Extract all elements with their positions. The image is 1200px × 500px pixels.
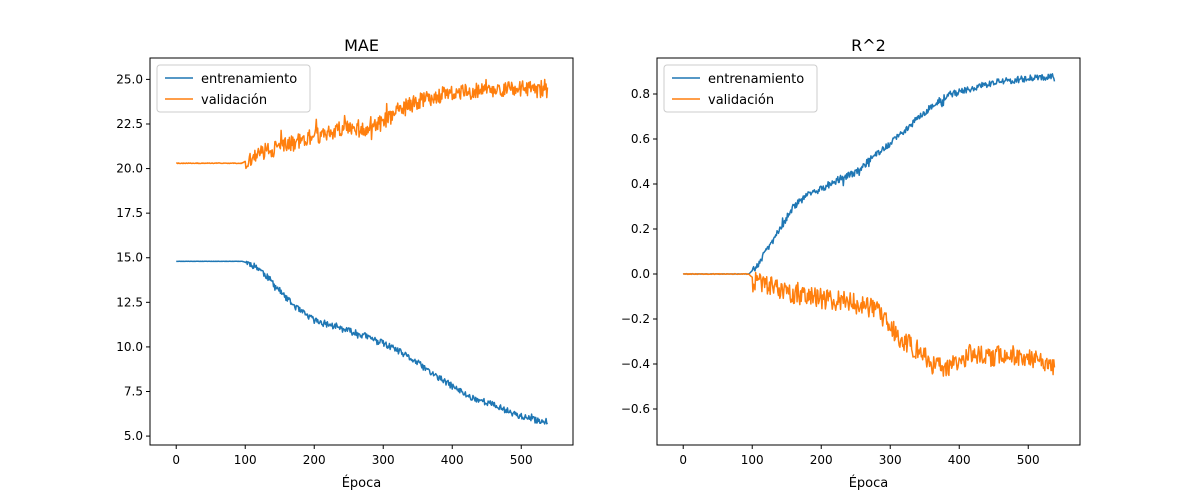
y-tick-label: 0.2 [631, 222, 650, 236]
chart-title: MAE [344, 36, 379, 55]
chart-2: R^2 0 100 200 300 400 500 −0.6 −0.4 −0.2 0.0 0.2 0.4… [621, 36, 1081, 491]
series-line-validacion [176, 78, 549, 170]
legend: entrenamiento validación [156, 64, 311, 113]
plot-frame [149, 57, 574, 446]
series-group [176, 78, 549, 425]
x-tick-label: 500 [1017, 453, 1040, 467]
x-tick-label: 100 [234, 453, 257, 467]
y-tick-label: 0.6 [631, 132, 650, 146]
x-tick-label: 400 [441, 453, 464, 467]
y-tick-label: 0.4 [631, 177, 650, 191]
x-tick-label: 100 [741, 453, 764, 467]
chart-1: MAE 0 100 200 300 400 500 5.0 7.5 10.0 12.5 15.0 17.… [116, 36, 574, 491]
x-tick-label: 200 [303, 453, 326, 467]
y-tick-label: 10.0 [116, 340, 143, 354]
plot-frame [656, 57, 1081, 446]
x-tick-label: 0 [172, 453, 180, 467]
x-axis-label: Época [849, 475, 889, 491]
legend-label: validación [708, 93, 774, 108]
legend-label: entrenamiento [708, 72, 804, 87]
y-tick-label: −0.6 [621, 402, 650, 416]
y-tick-label: 7.5 [124, 384, 143, 398]
x-tick-label: 500 [510, 453, 533, 467]
x-axis-label: Época [342, 475, 382, 491]
series-line-validacion [682, 271, 1056, 377]
y-tick-label: −0.4 [621, 357, 650, 371]
legend-box [663, 64, 818, 113]
y-tick-label: 0.0 [631, 267, 650, 281]
x-tick-label: 400 [948, 453, 971, 467]
y-tick-label: 15.0 [116, 251, 143, 265]
y-tick-label: 5.0 [124, 429, 143, 443]
x-tick-label: 300 [372, 453, 395, 467]
y-tick-label: 0.8 [631, 87, 650, 101]
legend-label: validación [201, 93, 267, 108]
legend-box [156, 64, 311, 113]
x-tick-label: 300 [879, 453, 902, 467]
series-line-entrenamiento [176, 260, 549, 425]
x-tick-label: 200 [810, 453, 833, 467]
y-tick-label: 12.5 [116, 295, 143, 309]
chart-title: R^2 [851, 36, 886, 55]
series-group [682, 73, 1056, 377]
legend-label: entrenamiento [201, 72, 297, 87]
y-tick-label: 22.5 [116, 117, 143, 131]
legend: entrenamiento validación [663, 64, 818, 113]
y-tick-label: −0.2 [621, 312, 650, 326]
y-tick-label: 20.0 [116, 162, 143, 176]
y-tick-label: 17.5 [116, 206, 143, 220]
y-tick-label: 25.0 [116, 72, 143, 86]
x-tick-label: 0 [679, 453, 687, 467]
